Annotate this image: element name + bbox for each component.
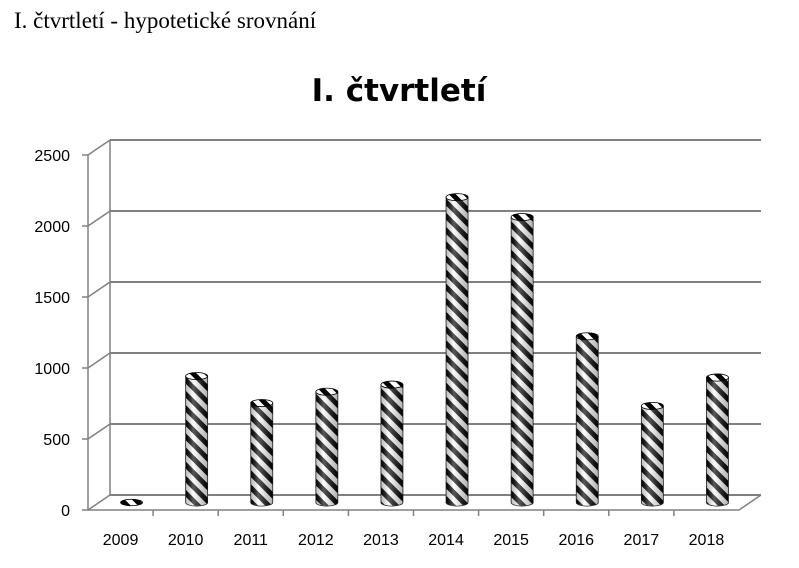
y-tick-label: 0 xyxy=(61,503,70,520)
x-axis: 2009 2010 2011 2012 2013 2014 2015 2016 2017 2018 xyxy=(103,510,725,549)
gridline-depth xyxy=(87,352,111,369)
bar-2012 xyxy=(315,387,339,507)
bar-2010 xyxy=(185,372,209,507)
bar-2009 xyxy=(120,498,143,507)
gridline-depth xyxy=(87,139,111,156)
x-tick-label: 2009 xyxy=(103,532,139,549)
x-tick-label: 2014 xyxy=(428,532,464,549)
x-tick-label: 2015 xyxy=(493,532,529,549)
y-tick-label: 2500 xyxy=(34,148,70,165)
gridline-depth xyxy=(87,494,111,511)
gridline-depth xyxy=(87,210,111,227)
x-tick-label: 2016 xyxy=(558,532,594,549)
floor-front-edge xyxy=(88,494,762,511)
bar-2015 xyxy=(510,213,534,507)
bar-2017 xyxy=(640,401,664,507)
y-tick-label: 1000 xyxy=(34,361,70,378)
bar-2016 xyxy=(575,332,599,507)
chart-title: I. čtvrtletí xyxy=(312,73,488,109)
x-tick-label: 2018 xyxy=(689,532,725,549)
y-axis: 0 500 1000 1500 2000 2500 xyxy=(34,148,88,520)
bar-2014 xyxy=(445,193,469,507)
page-heading: I. čtvrtletí - hypotetické srovnání xyxy=(14,8,317,33)
x-tick-label: 2012 xyxy=(298,532,334,549)
x-tick-label: 2017 xyxy=(624,532,660,549)
bar-2018 xyxy=(706,373,729,507)
y-tick-label: 500 xyxy=(43,432,70,449)
x-tick-label: 2011 xyxy=(234,532,269,549)
y-tick-label: 1500 xyxy=(34,290,70,307)
x-tick-label: 2010 xyxy=(168,532,204,549)
gridline-depth xyxy=(87,281,111,298)
x-tick-label: 2013 xyxy=(363,532,399,549)
bar-2011 xyxy=(250,399,274,507)
bar-2013 xyxy=(380,380,404,507)
bars xyxy=(120,193,729,507)
y-tick-label: 2000 xyxy=(34,219,70,236)
plot-walls xyxy=(87,140,762,511)
gridline-depth xyxy=(87,423,111,440)
